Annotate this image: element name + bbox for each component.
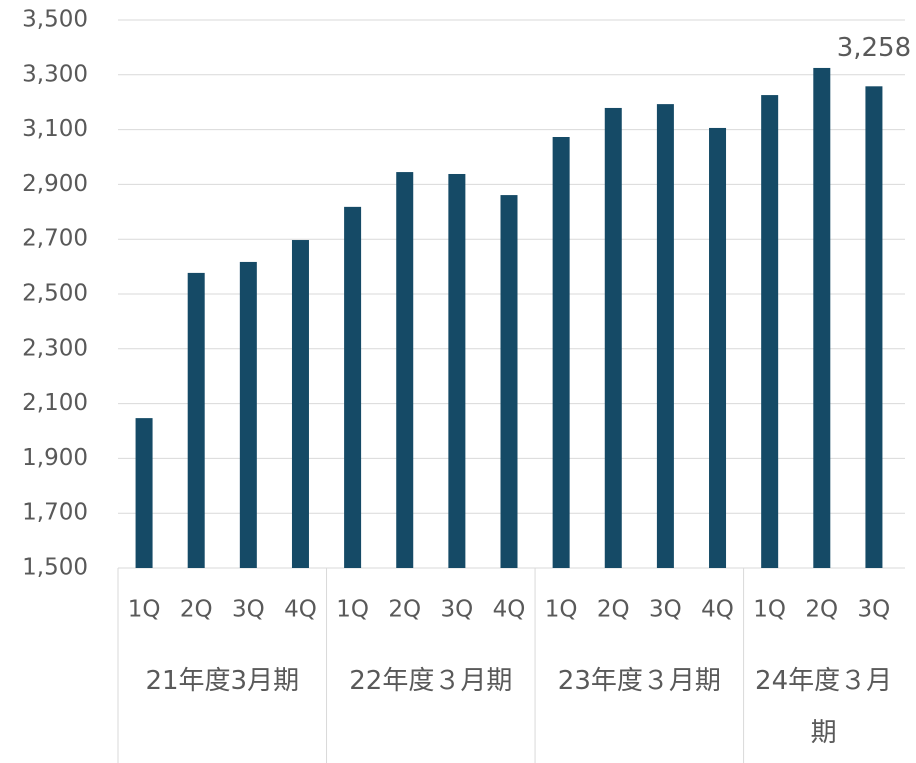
bar: [135, 418, 153, 568]
data-label: 3,258: [837, 33, 911, 63]
x-tick-label: 1Q: [336, 597, 369, 623]
y-tick-label: 2,300: [22, 335, 88, 361]
y-tick-label: 1,500: [22, 555, 88, 581]
x-tick-label: 3Q: [232, 597, 265, 623]
x-tick-label: 3Q: [440, 597, 473, 623]
bar: [865, 86, 883, 569]
bar: [500, 195, 518, 568]
group-label: 23年度３月期: [557, 666, 721, 696]
x-tick-label: 2Q: [597, 597, 630, 623]
x-tick-label: 2Q: [388, 597, 421, 623]
x-tick-label: 4Q: [701, 597, 734, 623]
bar: [709, 127, 727, 569]
bar: [656, 104, 674, 569]
bar: [761, 95, 779, 569]
bar: [187, 272, 205, 568]
bar: [604, 107, 622, 568]
y-tick-label: 2,700: [22, 226, 88, 252]
y-tick-label: 2,900: [22, 171, 88, 197]
bar: [291, 240, 309, 568]
bar: [344, 206, 362, 569]
y-tick-label: 1,900: [22, 445, 88, 471]
y-tick-label: 2,500: [22, 281, 88, 307]
bar: [239, 261, 257, 568]
group-label: 24年度３月期: [755, 666, 893, 748]
y-tick-label: 2,100: [22, 390, 88, 416]
y-tick-label: 3,500: [22, 7, 88, 33]
x-tick-label: 4Q: [284, 597, 317, 623]
x-tick-label: 3Q: [649, 597, 682, 623]
x-tick-label: 1Q: [753, 597, 786, 623]
x-tick-label: 3Q: [858, 597, 891, 623]
group-label: 22年度３月期: [349, 666, 513, 696]
x-tick-label: 2Q: [180, 597, 213, 623]
x-tick-label: 1Q: [545, 597, 578, 623]
group-label: 21年度3月期: [145, 666, 300, 696]
y-tick-label: 1,700: [22, 500, 88, 526]
x-tick-label: 4Q: [493, 597, 526, 623]
bar: [448, 173, 466, 568]
bar: [813, 67, 831, 568]
y-tick-label: 3,100: [22, 116, 88, 142]
x-tick-label: 2Q: [805, 597, 838, 623]
bar: [396, 172, 414, 568]
bar: [552, 136, 570, 569]
x-tick-label: 1Q: [128, 597, 161, 623]
y-tick-label: 3,300: [22, 61, 88, 87]
